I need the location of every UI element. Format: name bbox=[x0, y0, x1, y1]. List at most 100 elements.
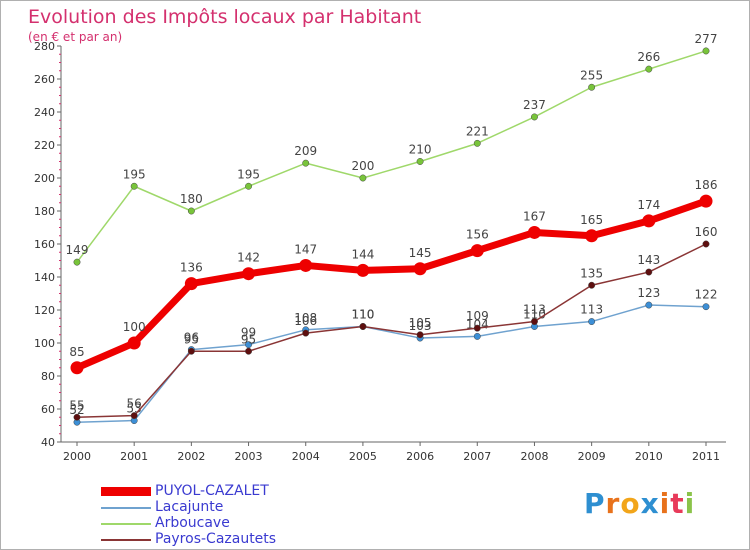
data-point-puyol-cazalet bbox=[585, 229, 599, 243]
data-label-puyol-cazalet: 136 bbox=[180, 261, 203, 275]
series-line-puyol-cazalet bbox=[75, 197, 708, 371]
data-point-arboucave bbox=[645, 65, 653, 73]
data-label-lacajunte: 113 bbox=[580, 303, 603, 317]
data-label-puyol-cazalet: 167 bbox=[523, 209, 546, 223]
chart-title: Evolution des Impôts locaux par Habitant bbox=[28, 6, 422, 28]
data-label-payros-cazautets: 160 bbox=[695, 225, 718, 239]
data-point-puyol-cazalet bbox=[413, 262, 427, 276]
data-point-payros-cazautets bbox=[531, 318, 538, 325]
data-point-arboucave bbox=[130, 182, 138, 190]
data-label-puyol-cazalet: 156 bbox=[466, 228, 489, 242]
y-tick-label: 240 bbox=[34, 106, 55, 119]
data-point-puyol-cazalet bbox=[642, 214, 656, 228]
logo-letter: r bbox=[605, 487, 621, 520]
data-point-arboucave bbox=[73, 258, 81, 266]
data-label-arboucave: 209 bbox=[294, 144, 317, 158]
data-point-payros-cazautets bbox=[73, 413, 81, 421]
data-point-lacajunte bbox=[588, 318, 596, 325]
data-point-payros-cazautets bbox=[187, 347, 195, 355]
data-point-arboucave bbox=[473, 139, 481, 147]
data-point-payros-cazautets bbox=[302, 329, 310, 337]
data-label-puyol-cazalet: 165 bbox=[580, 213, 603, 227]
data-label-arboucave: 255 bbox=[580, 68, 603, 82]
data-label-puyol-cazalet: 142 bbox=[237, 251, 260, 265]
proxiti-logo: Proxiti bbox=[584, 487, 695, 520]
y-tick-label: 120 bbox=[34, 304, 55, 317]
data-point-arboucave bbox=[245, 182, 252, 190]
legend-swatch-arboucave bbox=[101, 523, 151, 525]
data-label-lacajunte: 103 bbox=[409, 319, 432, 333]
x-tick-label: 2011 bbox=[692, 450, 720, 463]
series-line-payros-cazautets bbox=[76, 243, 707, 418]
data-label-puyol-cazalet: 144 bbox=[351, 247, 374, 261]
data-label-puyol-cazalet: 145 bbox=[409, 246, 432, 260]
data-label-payros-cazautets: 113 bbox=[523, 303, 546, 317]
legend-label-lacajunte: Lacajunte bbox=[155, 499, 224, 515]
data-label-arboucave: 237 bbox=[523, 98, 546, 112]
legend-swatch-lacajunte bbox=[101, 507, 151, 509]
logo-letter: i bbox=[659, 487, 671, 520]
x-tick-label: 2000 bbox=[63, 450, 91, 463]
data-label-lacajunte: 122 bbox=[695, 288, 718, 302]
legend-label-arboucave: Arboucave bbox=[155, 515, 230, 531]
legend-label-payros-cazautets: Payros-Cazautets bbox=[155, 531, 277, 547]
data-point-puyol-cazalet bbox=[184, 277, 198, 291]
data-point-puyol-cazalet bbox=[70, 361, 84, 375]
data-label-payros-cazautets: 135 bbox=[580, 266, 603, 280]
y-tick-label: 280 bbox=[34, 40, 55, 53]
data-label-payros-cazautets: 105 bbox=[409, 316, 432, 330]
data-label-arboucave: 195 bbox=[237, 167, 260, 181]
data-point-lacajunte bbox=[645, 301, 653, 309]
data-label-lacajunte: 110 bbox=[351, 308, 374, 322]
y-tick-label: 100 bbox=[34, 337, 55, 350]
data-point-arboucave bbox=[588, 83, 596, 91]
data-point-arboucave bbox=[416, 158, 424, 165]
data-label-lacajunte: 96 bbox=[184, 331, 199, 345]
y-tick-label: 80 bbox=[41, 370, 55, 383]
legend-label-puyol-cazalet: PUYOL-CAZALET bbox=[155, 483, 269, 499]
data-point-puyol-cazalet bbox=[470, 244, 484, 258]
data-point-payros-cazautets bbox=[588, 281, 596, 289]
data-point-payros-cazautets bbox=[416, 331, 424, 339]
data-label-lacajunte: 123 bbox=[637, 286, 660, 300]
y-tick-label: 140 bbox=[34, 271, 55, 284]
data-label-arboucave: 210 bbox=[409, 143, 432, 157]
x-tick-label: 2005 bbox=[349, 450, 377, 463]
data-point-arboucave bbox=[302, 159, 310, 167]
logo-letter: x bbox=[640, 487, 660, 520]
data-label-arboucave: 200 bbox=[351, 159, 374, 173]
legend-swatch-payros-cazautets bbox=[101, 539, 151, 541]
data-label-payros-cazautets: 95 bbox=[184, 332, 199, 346]
y-tick-label: 220 bbox=[34, 139, 55, 152]
logo-letter: t bbox=[670, 487, 685, 520]
data-label-puyol-cazalet: 147 bbox=[294, 242, 317, 256]
y-tick-label: 160 bbox=[34, 238, 55, 251]
data-label-puyol-cazalet: 100 bbox=[123, 320, 146, 334]
data-point-puyol-cazalet bbox=[299, 258, 313, 272]
data-label-arboucave: 266 bbox=[637, 50, 660, 64]
series-line-arboucave bbox=[76, 50, 707, 263]
data-point-arboucave bbox=[187, 207, 195, 215]
data-label-arboucave: 149 bbox=[66, 243, 89, 257]
x-tick-label: 2001 bbox=[120, 450, 148, 463]
x-tick-label: 2002 bbox=[177, 450, 205, 463]
data-point-payros-cazautets bbox=[359, 323, 367, 330]
data-point-arboucave bbox=[702, 47, 710, 55]
data-point-payros-cazautets bbox=[702, 240, 710, 248]
data-point-puyol-cazalet bbox=[699, 194, 713, 208]
data-point-puyol-cazalet bbox=[527, 225, 541, 239]
data-point-puyol-cazalet bbox=[127, 336, 141, 350]
data-point-puyol-cazalet bbox=[356, 263, 370, 277]
data-label-puyol-cazalet: 85 bbox=[69, 345, 84, 359]
data-label-lacajunte: 52 bbox=[69, 403, 84, 417]
data-label-lacajunte: 108 bbox=[294, 311, 317, 325]
x-tick-label: 2004 bbox=[292, 450, 320, 463]
data-label-puyol-cazalet: 174 bbox=[637, 198, 660, 212]
data-point-payros-cazautets bbox=[473, 324, 481, 332]
data-label-arboucave: 277 bbox=[695, 32, 718, 46]
y-tick-label: 200 bbox=[34, 172, 55, 185]
data-label-payros-cazautets: 106 bbox=[294, 314, 317, 328]
data-label-payros-cazautets: 143 bbox=[637, 253, 660, 267]
